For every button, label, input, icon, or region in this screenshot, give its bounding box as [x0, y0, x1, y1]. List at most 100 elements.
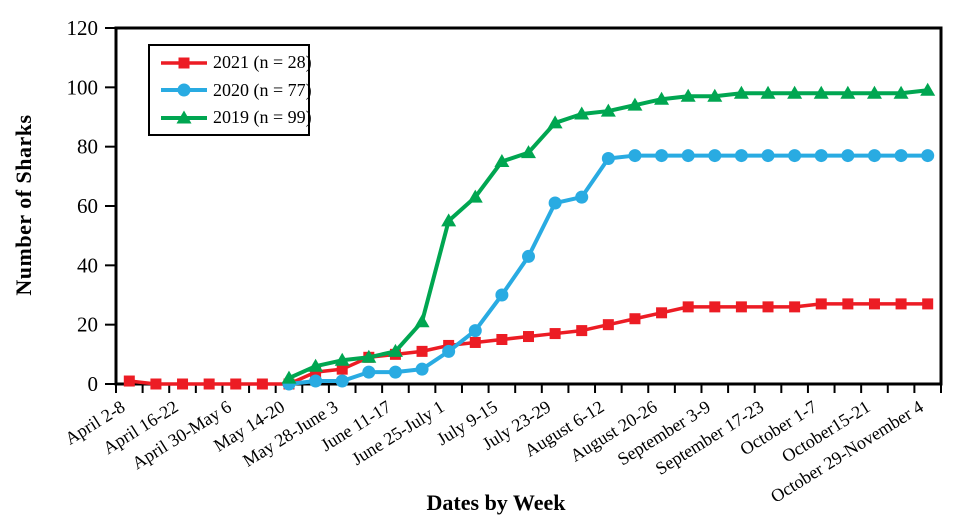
legend-label-2019: 2019 (n = 99) — [213, 107, 312, 127]
series-marker-2020 — [601, 152, 615, 166]
series-marker-2021 — [656, 307, 668, 319]
series-marker-2020 — [708, 149, 722, 163]
series-marker-2021 — [203, 378, 215, 390]
legend-item-2021: 2021 (n = 28) — [160, 52, 312, 74]
series-marker-2019 — [361, 349, 377, 363]
series-marker-2021 — [416, 345, 428, 357]
series-marker-2021 — [469, 336, 481, 348]
series-marker-2021 — [310, 366, 322, 378]
series-marker-2021 — [895, 298, 907, 310]
series-marker-2020 — [894, 149, 908, 163]
series-marker-2020 — [522, 249, 535, 263]
legend-item-2019: 2019 (n = 99) — [160, 107, 312, 129]
series-marker-2020 — [335, 374, 349, 388]
series-marker-2020 — [575, 190, 589, 204]
legend: 2021 (n = 28) 2020 (n = 77) 2019 (n = 99… — [148, 44, 312, 136]
series-marker-2020 — [442, 344, 456, 358]
series-marker-2019 — [813, 85, 829, 99]
legend-label-2021: 2021 (n = 28) — [213, 52, 312, 72]
series-marker-2019 — [733, 85, 749, 99]
series-marker-2019 — [866, 85, 882, 99]
series-line-2021 — [127, 302, 930, 386]
series-marker-2020 — [867, 149, 881, 163]
y-tick-label: 100 — [67, 75, 99, 99]
series-marker-2021 — [523, 331, 534, 343]
legend-marker-2019 — [176, 110, 192, 123]
series-marker-2021 — [256, 378, 268, 390]
series-marker-2020 — [734, 149, 748, 163]
series-marker-2021 — [549, 328, 561, 340]
series-marker-2019 — [840, 85, 856, 99]
legend-marker-2020 — [177, 83, 191, 97]
x-axis-title: Dates by Week — [426, 490, 566, 515]
series-marker-2020 — [548, 196, 562, 210]
legend-label-2020: 2020 (n = 77) — [213, 79, 312, 100]
series-marker-2021 — [230, 378, 242, 390]
series-marker-2020 — [761, 149, 775, 163]
series-marker-2019 — [707, 88, 723, 102]
legend-marker-2021-square-icon — [161, 57, 207, 68]
legend-marker-2021 — [178, 57, 190, 68]
series-marker-2019 — [760, 85, 776, 99]
series-marker-2021 — [709, 301, 721, 313]
series-marker-2021 — [602, 319, 614, 331]
y-tick-label: 0 — [88, 372, 99, 396]
series-marker-2019 — [654, 91, 670, 105]
series-marker-2019 — [627, 97, 643, 111]
series-marker-2020 — [841, 149, 855, 163]
series-marker-2019 — [920, 82, 936, 96]
series-marker-2019 — [600, 103, 616, 117]
series-marker-2020 — [628, 149, 642, 163]
series-marker-2020 — [495, 288, 509, 302]
series-marker-2021 — [496, 334, 508, 345]
series-marker-2019 — [521, 145, 536, 159]
series-marker-2020 — [681, 149, 695, 163]
series-marker-2021 — [762, 301, 774, 313]
series-marker-2019 — [574, 106, 590, 120]
series-marker-2020 — [655, 149, 669, 163]
series-marker-2021 — [789, 301, 801, 313]
series-marker-2020 — [415, 362, 429, 376]
series-marker-2021 — [682, 301, 694, 313]
series-marker-2020 — [468, 324, 482, 338]
legend-item-2020: 2020 (n = 77) — [160, 79, 312, 101]
series-marker-2019 — [441, 213, 457, 227]
y-tick-label: 40 — [77, 253, 98, 277]
series-marker-2021 — [842, 298, 854, 310]
series-marker-2021 — [576, 325, 588, 337]
series-marker-2021 — [336, 363, 348, 375]
series-marker-2021 — [150, 378, 162, 390]
series-marker-2021 — [123, 375, 135, 387]
series-marker-2021 — [177, 378, 189, 390]
series-marker-2019 — [893, 85, 909, 99]
series-marker-2021 — [629, 313, 641, 325]
series-marker-2020 — [814, 149, 828, 163]
series-marker-2019 — [334, 352, 350, 366]
series-marker-2019 — [414, 314, 430, 328]
series-marker-2021 — [815, 298, 827, 310]
legend-marker-2019-triangle-icon — [161, 110, 207, 123]
series-marker-2021 — [735, 301, 747, 313]
series-marker-2019 — [494, 154, 510, 167]
plot-frame — [114, 26, 943, 386]
series-line-2019 — [286, 88, 930, 381]
series-marker-2020 — [309, 374, 323, 388]
series-marker-2020 — [788, 149, 802, 163]
series-marker-2019 — [387, 343, 403, 357]
series-marker-2019 — [547, 115, 563, 129]
y-tick-label: 20 — [77, 313, 98, 337]
legend-marker-2020-circle-icon — [161, 83, 207, 97]
series-marker-2021 — [868, 298, 880, 310]
y-tick-label: 60 — [77, 194, 98, 218]
series-marker-2019 — [787, 85, 803, 99]
series-marker-2020 — [921, 149, 935, 163]
y-axis-title: Number of Sharks — [11, 114, 36, 296]
series-marker-2019 — [308, 358, 324, 372]
series-marker-2019 — [281, 370, 297, 384]
series-marker-2020 — [362, 365, 376, 379]
series-marker-2019 — [680, 88, 696, 102]
series-marker-2020 — [388, 365, 402, 379]
series-line-2020 — [286, 153, 930, 386]
